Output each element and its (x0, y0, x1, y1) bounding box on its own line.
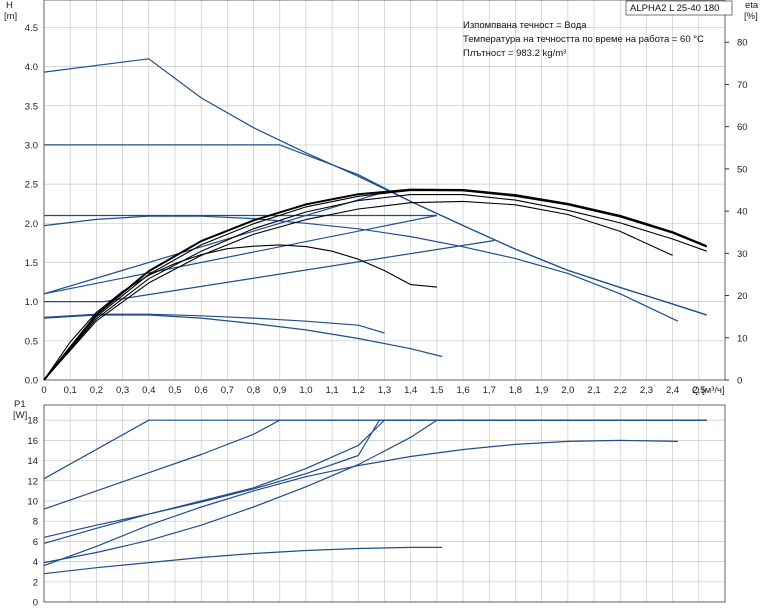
x-tick-label: 1,1 (326, 385, 339, 396)
y-tick-label: 8 (33, 517, 38, 528)
efficiency-curve (43, 244, 437, 381)
info-density: Плътност = 983.2 kg/m³ (463, 48, 566, 59)
y-tick-label: 18 (27, 416, 38, 427)
y2-tick-label: 70 (737, 80, 748, 91)
y-tick-label: 3.5 (25, 101, 38, 112)
x-tick-label: 1,6 (456, 385, 469, 396)
x-tick-label: 2,4 (666, 385, 679, 396)
power-curve (43, 419, 707, 564)
y-tick-label: 0.0 (25, 376, 38, 387)
y2-tick-label: 40 (737, 207, 748, 218)
info-temperature: Температура на течността по време на раб… (463, 34, 704, 45)
power-curve (43, 439, 678, 567)
head-curve (44, 144, 707, 316)
x-tick-label: 0,9 (273, 385, 286, 396)
y-tick-label: 2.0 (25, 219, 38, 230)
efficiency-curve (43, 188, 708, 381)
head-curve (43, 214, 438, 295)
y-tick-label: 1.5 (25, 258, 38, 269)
y-axis-label-h: H (6, 0, 13, 11)
x-tick-label: 1,9 (535, 385, 548, 396)
x-tick-label: 0 (41, 385, 46, 396)
x-tick-label: 1,5 (430, 385, 443, 396)
power-chart-frame (43, 404, 726, 603)
model-label-box (625, 0, 733, 16)
model-label: ALPHA2 L 25-40 180 (630, 3, 719, 14)
y-tick-label: 6 (33, 537, 38, 548)
y-tick-label: 12 (27, 476, 38, 487)
info-fluid: Изпомпвана течност = Вода (463, 20, 587, 31)
x-tick-label: 0,7 (221, 385, 234, 396)
x-tick-label: 0,3 (116, 385, 129, 396)
x-tick-label: 0,2 (90, 385, 103, 396)
y-tick-label: 4 (33, 557, 38, 568)
y-tick-label: 2 (33, 577, 38, 588)
power-curve (43, 419, 707, 538)
y2-tick-label: 50 (737, 164, 748, 175)
x-tick-label: 1,3 (378, 385, 391, 396)
x-tick-label: 2,0 (561, 385, 574, 396)
head-curve (43, 314, 443, 358)
x-tick-label: 2,3 (640, 385, 653, 396)
efficiency-curve (43, 200, 673, 381)
x-tick-label: 0,6 (195, 385, 208, 396)
efficiency-curve (43, 189, 707, 381)
y2-tick-label: 20 (737, 291, 748, 302)
y-tick-label: 16 (27, 436, 38, 447)
x-tick-label: 1,7 (483, 385, 496, 396)
x-tick-label: 1,8 (509, 385, 522, 396)
y-tick-label: 4.5 (25, 23, 38, 34)
y-tick-label: 0 (33, 598, 38, 609)
y2-tick-label: 0 (737, 376, 742, 387)
head-chart: 0 0,1 0,2 0,3 0,4 0,5 0,6 0,7 0,8 0,9 1,0 1,1 1,2 1,3… (4, 0, 759, 396)
y-tick-label: 0.5 (25, 336, 38, 347)
y-tick-label: 4.0 (25, 62, 38, 73)
y-tick-label: 2.5 (25, 180, 38, 191)
y2-tick-label: 10 (737, 333, 748, 344)
y2-axis-unit-percent: [%] (744, 11, 758, 22)
y-axis-label-p1: P1 (14, 399, 26, 410)
x-tick-label: 0,1 (64, 385, 77, 396)
head-curve (44, 239, 495, 303)
y2-axis-label-eta: eta (745, 0, 759, 11)
y-tick-label: 1.0 (25, 297, 38, 308)
power-curve (43, 419, 707, 544)
power-chart: 0 2 4 6 8 10 12 14 16 18 P1 [W] (13, 399, 726, 609)
efficiency-curve (43, 194, 707, 381)
y2-tick-label: 60 (737, 122, 748, 133)
y-axis-unit-w: [W] (13, 410, 27, 421)
y2-tick-label: 80 (737, 38, 748, 49)
y2-tick-label: 30 (737, 249, 748, 260)
x-tick-label: 2,1 (587, 385, 600, 396)
x-tick-label: 1,2 (352, 385, 365, 396)
x-tick-label: 0,4 (142, 385, 155, 396)
y-tick-label: 10 (27, 496, 38, 507)
x-tick-label: 1,0 (299, 385, 312, 396)
x-tick-label: 0,8 (247, 385, 260, 396)
x-axis-label-q: Q [м³/ч] (692, 385, 725, 396)
y-axis-unit-m: [m] (4, 11, 17, 22)
head-curve (43, 215, 679, 322)
power-curve (43, 419, 707, 510)
head-curve (43, 191, 385, 295)
power-curve (43, 546, 443, 575)
y-tick-label: 14 (27, 456, 38, 467)
x-tick-label: 2,2 (614, 385, 627, 396)
y-tick-label: 3.0 (25, 140, 38, 151)
head-chart-frame (43, 0, 726, 381)
x-tick-label: 0,5 (168, 385, 181, 396)
x-tick-label: 2,5 (692, 385, 705, 396)
x-tick-label: 1,4 (404, 385, 417, 396)
